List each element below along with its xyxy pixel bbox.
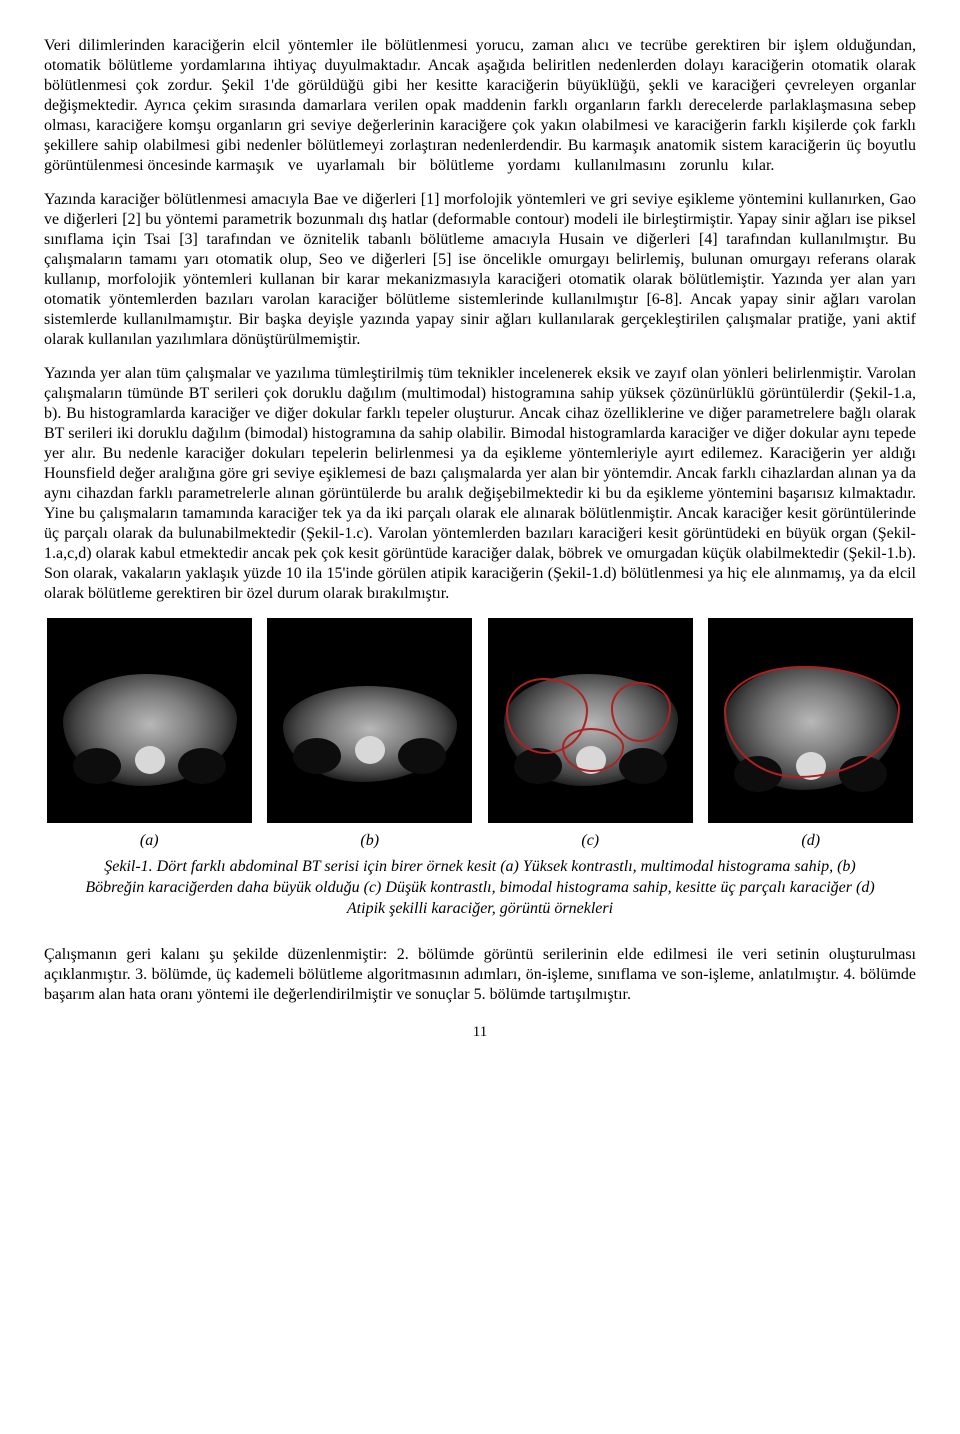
paragraph-1: Veri dilimlerinden karaciğerin elcil yön… bbox=[44, 36, 916, 176]
sublabel-c: (c) bbox=[581, 831, 599, 851]
sublabel-b: (b) bbox=[360, 831, 379, 851]
figure-cell-c: (c) bbox=[485, 618, 696, 851]
paragraph-4: Çalışmanın geri kalanı şu şekilde düzenl… bbox=[44, 945, 916, 1005]
paragraph-1-lastline: karmaşık ve uyarlamalı bir bölütleme yor… bbox=[216, 157, 775, 174]
figure-cell-b: (b) bbox=[265, 618, 476, 851]
figure-caption: Şekil-1. Dört farklı abdominal BT serisi… bbox=[84, 857, 876, 919]
figure-row: (a) (b) (c) (d) bbox=[44, 618, 916, 851]
ct-image-d bbox=[708, 618, 913, 823]
paragraph-3: Yazında yer alan tüm çalışmalar ve yazıl… bbox=[44, 364, 916, 604]
sublabel-d: (d) bbox=[801, 831, 820, 851]
ct-image-a bbox=[47, 618, 252, 823]
ct-image-b bbox=[267, 618, 472, 823]
sublabel-a: (a) bbox=[140, 831, 159, 851]
paragraph-1-text: Veri dilimlerinden karaciğerin elcil yön… bbox=[44, 37, 916, 174]
paragraph-2: Yazında karaciğer bölütlenmesi amacıyla … bbox=[44, 190, 916, 350]
page-number: 11 bbox=[44, 1023, 916, 1042]
ct-image-c bbox=[488, 618, 693, 823]
figure-cell-a: (a) bbox=[44, 618, 255, 851]
figure-cell-d: (d) bbox=[706, 618, 917, 851]
